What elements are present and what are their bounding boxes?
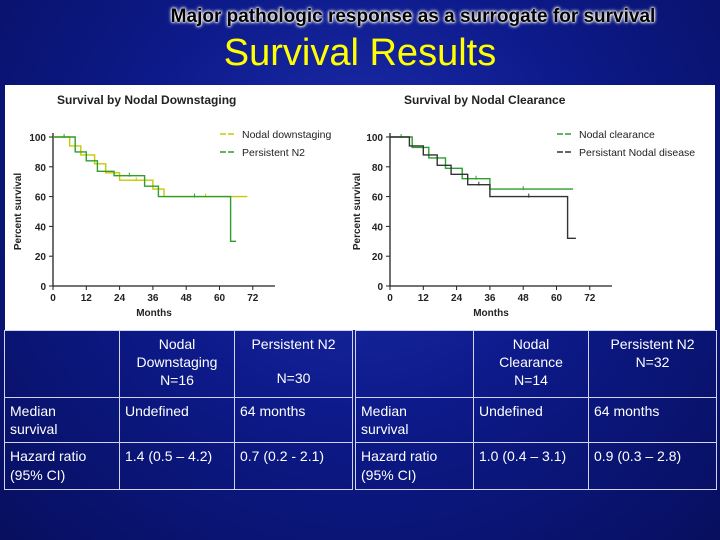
x-axis-label: Months	[136, 308, 172, 319]
table-header-row: Nodal Clearance N=14 Persistent N2 N=32	[355, 330, 717, 398]
row-label-hazard-ratio: Hazard ratio (95% CI)	[355, 442, 474, 490]
header-line: Nodal	[512, 336, 550, 352]
left-results-table: Nodal Downstaging N=16 Persistent N2 N=3…	[4, 330, 353, 490]
km-chart-nodal-downstaging: Survival by Nodal Downstaging 0 12 24 36 48 60…	[13, 93, 331, 319]
header-line: Clearance	[499, 354, 563, 371]
row-label-median-survival: Median survival	[355, 396, 474, 444]
left-chart-panel: Survival by Nodal Downstaging 0 12 24 36 48 60…	[5, 85, 350, 330]
table-cell: 1.4 (0.5 – 4.2)	[119, 442, 235, 490]
header-persistent-n2: Persistent N2 N=32	[588, 330, 717, 398]
header-line: N=16	[160, 372, 194, 389]
header-line: Persistent N2	[251, 336, 336, 352]
x-tick-label: 72	[247, 293, 259, 304]
x-tick-label: 60	[551, 293, 563, 304]
y-axis-label: Percent survival	[13, 173, 24, 250]
table-row: Hazard ratio (95% CI) 1.4 (0.5 – 4.2) 0.…	[4, 442, 353, 490]
header-line: Persistent N2	[610, 336, 695, 352]
table-cell: 64 months	[234, 396, 353, 444]
slide-title: Survival Results	[223, 32, 497, 74]
x-tick-label: 12	[81, 293, 93, 304]
legend-label: Persistent N2	[242, 147, 305, 159]
y-tick-label: 0	[377, 282, 383, 293]
header-persistent-n2: Persistent N2 N=30	[234, 330, 353, 398]
row-label-line: (95% CI)	[361, 466, 417, 483]
x-tick-label: 24	[451, 293, 463, 304]
row-label-line: survival	[361, 421, 409, 438]
y-tick-label: 80	[35, 163, 47, 174]
y-tick-label: 20	[35, 252, 47, 263]
y-tick-label: 60	[372, 193, 384, 204]
x-tick-label: 36	[147, 293, 159, 304]
table-cell: Undefined	[473, 396, 589, 444]
y-tick-label: 80	[372, 163, 384, 174]
table-cell: 0.7 (0.2 - 2.1)	[234, 442, 353, 490]
y-tick-label: 60	[35, 193, 47, 204]
y-tick-label: 40	[372, 222, 384, 233]
y-tick-label: 100	[29, 133, 46, 144]
survival-curve-2	[390, 136, 576, 240]
km-chart-nodal-clearance: Survival by Nodal Clearance 0 12 24 36 48 60 72…	[352, 93, 695, 319]
header-line: N=30	[276, 370, 311, 387]
header-line: N=14	[514, 372, 548, 389]
legend-label: Nodal clearance	[579, 129, 655, 141]
header-line: Nodal	[158, 336, 196, 352]
right-chart-panel: Survival by Nodal Clearance 0 12 24 36 48 60 72…	[350, 85, 715, 330]
row-label-line: Median	[10, 403, 56, 419]
row-label-line: Hazard ratio	[361, 448, 438, 465]
header-nodal-clearance: Nodal Clearance N=14	[473, 330, 589, 398]
x-tick-label: 24	[114, 293, 126, 304]
row-label-line: Median	[361, 403, 407, 419]
survival-curve-1	[390, 136, 574, 190]
table-cell: Undefined	[119, 396, 235, 444]
right-results-table: Nodal Clearance N=14 Persistent N2 N=32 …	[355, 330, 717, 490]
table-cell: 1.0 (0.4 – 3.1)	[473, 442, 589, 490]
chart-title: Survival by Nodal Clearance	[404, 93, 566, 107]
row-label-median-survival: Median survival	[4, 396, 120, 444]
table-cell: 64 months	[588, 396, 717, 444]
x-tick-label: 12	[418, 293, 430, 304]
y-tick-label: 20	[372, 252, 384, 263]
x-tick-label: 36	[484, 293, 496, 304]
empty-header-cell	[4, 330, 120, 398]
table-row: Median survival Undefined 64 months	[355, 396, 717, 444]
y-tick-label: 40	[35, 222, 47, 233]
y-axis-label: Percent survival	[352, 173, 363, 250]
survival-curve-1	[53, 136, 248, 198]
slide-supertitle: Major pathologic response as a surrogate…	[170, 6, 656, 27]
row-label-line: survival	[10, 421, 58, 438]
table-cell: 0.9 (0.3 – 2.8)	[588, 442, 717, 490]
legend-label: Nodal downstaging	[242, 129, 331, 141]
x-axis-label: Months	[473, 308, 509, 319]
x-tick-label: 48	[181, 293, 193, 304]
x-tick-label: 72	[584, 293, 596, 304]
x-tick-label: 0	[387, 293, 393, 304]
y-tick-label: 100	[366, 133, 383, 144]
row-label-line: Hazard ratio	[10, 448, 87, 465]
x-tick-label: 48	[518, 293, 530, 304]
table-header-row: Nodal Downstaging N=16 Persistent N2 N=3…	[4, 330, 353, 398]
row-label-hazard-ratio: Hazard ratio (95% CI)	[4, 442, 120, 490]
table-row: Hazard ratio (95% CI) 1.0 (0.4 – 3.1) 0.…	[355, 442, 717, 490]
chart-title: Survival by Nodal Downstaging	[57, 93, 236, 107]
header-nodal-downstaging: Nodal Downstaging N=16	[119, 330, 235, 398]
row-label-line: (95% CI)	[10, 466, 66, 483]
header-line: Downstaging	[136, 354, 218, 371]
x-tick-label: 60	[214, 293, 226, 304]
x-tick-label: 0	[50, 293, 56, 304]
legend-label: Persistant Nodal disease	[579, 147, 695, 159]
table-row: Median survival Undefined 64 months	[4, 396, 353, 444]
header-line: N=32	[635, 354, 670, 371]
empty-header-cell	[355, 330, 474, 398]
y-tick-label: 0	[40, 282, 46, 293]
